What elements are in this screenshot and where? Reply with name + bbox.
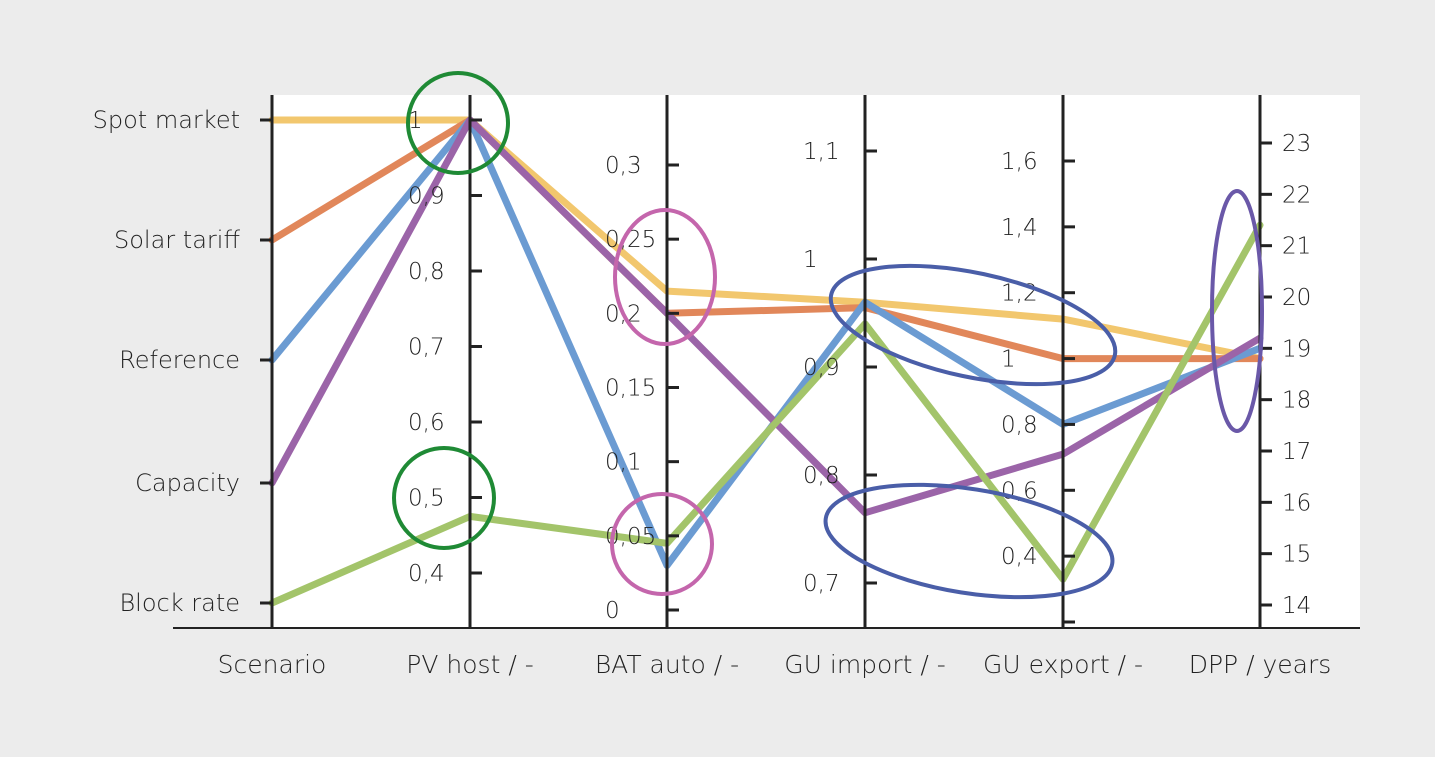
tick-label: 20 xyxy=(1282,285,1311,311)
tick-label: 1,1 xyxy=(803,139,840,165)
tick-label: 16 xyxy=(1282,490,1311,516)
tick-label: 19 xyxy=(1282,336,1311,362)
axis-title-scenario: Scenario xyxy=(218,650,327,679)
highlight-ellipse xyxy=(823,482,1115,600)
axis-title-dpp-years: DPP / years xyxy=(1189,650,1332,679)
series-line-capacity xyxy=(268,116,1264,517)
tick-label: 1,6 xyxy=(1001,149,1038,175)
highlight-ellipse xyxy=(610,492,714,596)
tick-label: 1 xyxy=(408,108,423,134)
axis-title-gu-export: GU export / - xyxy=(983,650,1143,679)
scenario-label-solar-tariff: Solar tariff xyxy=(114,226,240,254)
scenario-label-reference: Reference xyxy=(119,346,240,374)
highlight-ellipse xyxy=(613,208,717,346)
tick-label: 1 xyxy=(1001,347,1016,373)
tick-label: 0,8 xyxy=(408,259,445,285)
tick-label: 0,8 xyxy=(1001,412,1038,438)
tick-label: 0,1 xyxy=(605,450,642,476)
tick-label: 0,8 xyxy=(803,463,840,489)
axis-title-pv-host: PV host / - xyxy=(406,650,533,679)
scenario-label-spot-market: Spot market xyxy=(93,106,240,134)
tick-label: 17 xyxy=(1282,439,1311,465)
tick-label: 0,7 xyxy=(408,335,445,361)
tick-label: 0,5 xyxy=(408,486,445,512)
tick-label: 22 xyxy=(1282,182,1311,208)
annotation-layer xyxy=(392,71,1264,600)
series-line-spot-market xyxy=(268,116,1264,363)
series-line-solar-tariff xyxy=(268,116,1264,363)
highlight-ellipse xyxy=(828,263,1118,387)
tick-label: 0 xyxy=(605,598,620,624)
highlight-ellipse xyxy=(406,71,510,175)
series-line-block-rate xyxy=(268,221,1264,607)
tick-label: 0,7 xyxy=(803,571,840,597)
tick-label: 21 xyxy=(1282,234,1311,260)
tick-label: 18 xyxy=(1282,388,1311,414)
tick-label: 1 xyxy=(803,247,818,273)
tick-label: 0,4 xyxy=(1001,544,1038,570)
scenario-label-block-rate: Block rate xyxy=(119,589,240,617)
tick-label: 0,9 xyxy=(408,184,445,210)
axis-title-bat-auto: BAT auto / - xyxy=(595,650,739,679)
tick-label: 0,9 xyxy=(803,355,840,381)
tick-label: 0,3 xyxy=(605,153,642,179)
tick-label: 15 xyxy=(1282,542,1311,568)
highlight-ellipse xyxy=(392,446,496,550)
series-layer xyxy=(268,116,1264,607)
axis-layer: Block rate Capacity Reference Solar tariff S… xyxy=(93,95,1360,679)
scenario-label-capacity: Capacity xyxy=(135,469,240,497)
highlight-ellipse xyxy=(1210,189,1264,433)
tick-label: 23 xyxy=(1282,131,1311,157)
axis-title-gu-import: GU import / - xyxy=(784,650,946,679)
tick-label: 0,4 xyxy=(408,561,445,587)
tick-label: 14 xyxy=(1282,593,1311,619)
tick-label: 0,15 xyxy=(605,376,656,402)
tick-label: 0,6 xyxy=(408,410,445,436)
tick-label: 1,4 xyxy=(1001,215,1038,241)
